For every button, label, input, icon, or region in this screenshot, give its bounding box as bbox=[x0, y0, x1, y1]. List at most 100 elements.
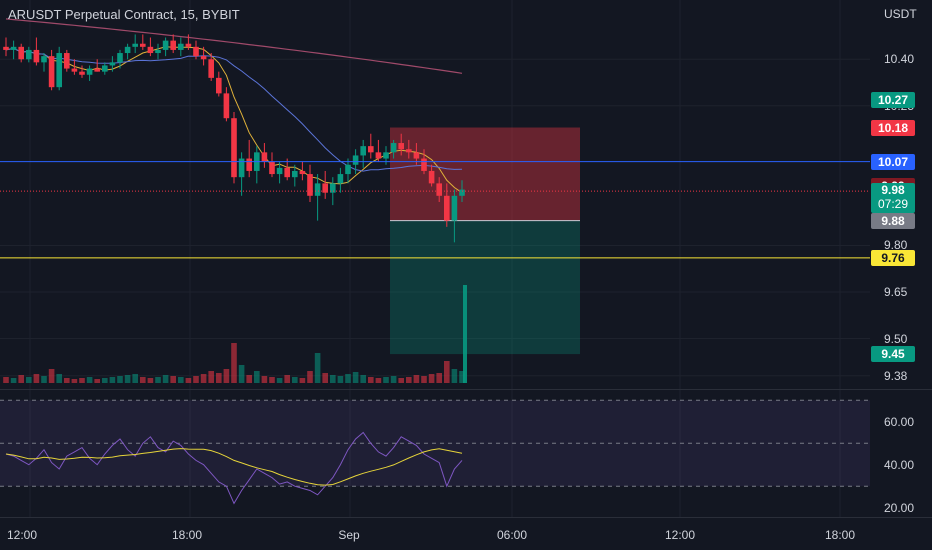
currency-label[interactable]: USDT bbox=[884, 7, 917, 21]
time-tick-label: 18:00 bbox=[824, 528, 856, 542]
volume-bar bbox=[132, 374, 138, 383]
volume-bar bbox=[162, 375, 169, 383]
candle-body bbox=[451, 195, 458, 221]
candle-body bbox=[170, 40, 176, 50]
symbol-title[interactable]: ARUSDT Perpetual Contract, 15, BYBIT bbox=[8, 7, 240, 22]
bar-countdown: 07:29 bbox=[877, 197, 909, 212]
candle-body bbox=[337, 174, 344, 184]
volume-bar bbox=[216, 373, 222, 383]
volume-bar bbox=[117, 376, 123, 383]
price-tag: 9.98 07:29 bbox=[871, 183, 915, 214]
candle-body bbox=[155, 49, 161, 54]
candle-body bbox=[33, 49, 40, 63]
volume-bar bbox=[41, 376, 47, 383]
horizontal-lines[interactable] bbox=[0, 161, 870, 259]
volume-bar bbox=[292, 377, 298, 383]
candle-body bbox=[140, 43, 146, 47]
candle-body bbox=[330, 183, 336, 193]
volume-bar bbox=[79, 378, 85, 383]
candle-body bbox=[216, 77, 222, 94]
volume-bar bbox=[459, 371, 465, 383]
volume-bar bbox=[178, 377, 184, 383]
candle-body bbox=[79, 71, 85, 75]
last-price-value: 9.98 bbox=[881, 183, 905, 198]
candle-body bbox=[459, 189, 465, 196]
volume-bar bbox=[18, 375, 24, 383]
candle-body bbox=[390, 143, 397, 153]
ma-slow bbox=[5, 47, 463, 172]
time-tick-label: 06:00 bbox=[496, 528, 528, 542]
volume-bar bbox=[3, 377, 9, 383]
volume-bar bbox=[147, 378, 154, 383]
candle-body bbox=[208, 59, 214, 78]
volume-bar bbox=[307, 371, 313, 383]
price-tick-label: 9.50 bbox=[884, 331, 908, 346]
volume-bar bbox=[276, 378, 283, 383]
volume-bar bbox=[345, 374, 351, 383]
volume-bar bbox=[330, 375, 336, 383]
volume-bar bbox=[223, 369, 230, 383]
candle-body bbox=[246, 158, 252, 171]
volume-bar bbox=[102, 378, 108, 383]
grid bbox=[0, 0, 870, 517]
candle-body bbox=[94, 68, 100, 72]
candle-body bbox=[231, 118, 237, 178]
candle-body bbox=[178, 43, 184, 50]
candle-body bbox=[71, 68, 78, 72]
candle-body bbox=[284, 167, 290, 178]
candle-body bbox=[56, 53, 62, 88]
candle-body bbox=[10, 46, 17, 50]
price-tick-label: 10.40 bbox=[884, 52, 915, 67]
volume-bar bbox=[124, 375, 131, 383]
price-tick-label: 9.80 bbox=[884, 238, 908, 253]
volume-bar bbox=[444, 361, 450, 383]
time-tick-label: 12:00 bbox=[6, 528, 38, 542]
volume-bar bbox=[261, 376, 268, 383]
time-tick-label: 18:00 bbox=[171, 528, 203, 542]
stop-loss-zone bbox=[390, 127, 580, 221]
price-tick-label: 9.65 bbox=[884, 285, 908, 299]
volume-bar bbox=[390, 376, 397, 383]
candle-body bbox=[322, 183, 328, 193]
rsi-signal-line bbox=[5, 448, 463, 486]
volume-bar bbox=[238, 365, 245, 383]
volume-bar bbox=[406, 377, 412, 383]
volume-bar bbox=[314, 353, 321, 383]
candle-body bbox=[200, 56, 207, 60]
time-tick-label: 12:00 bbox=[664, 528, 696, 542]
rsi-tick-label: 60.00 bbox=[884, 414, 915, 429]
volume-bar bbox=[33, 374, 40, 383]
ma-200 bbox=[5, 18, 463, 74]
volume-bar bbox=[170, 376, 176, 383]
price-tag: 9.45 bbox=[871, 346, 915, 363]
volume-bar bbox=[413, 375, 420, 383]
pane-separator[interactable] bbox=[0, 389, 932, 390]
candle-body bbox=[406, 149, 412, 153]
volume-bar bbox=[48, 369, 55, 383]
candle-body bbox=[314, 183, 321, 196]
short-position-tool[interactable] bbox=[390, 127, 580, 355]
candle-body bbox=[292, 170, 298, 178]
candle-body bbox=[360, 146, 366, 156]
candle-body bbox=[261, 152, 268, 162]
price-tick-label: 9.38 bbox=[884, 368, 908, 383]
volume-bar bbox=[246, 375, 252, 383]
candle-body bbox=[345, 164, 351, 175]
price-tag: 9.76 bbox=[871, 249, 915, 266]
volume-bar bbox=[94, 379, 100, 383]
candle-body bbox=[147, 46, 154, 54]
volume-bar bbox=[322, 373, 328, 383]
candle-body bbox=[223, 93, 230, 119]
volume-bar bbox=[208, 371, 214, 383]
volume-bar bbox=[56, 374, 62, 383]
rsi-pane bbox=[0, 399, 870, 505]
volume-bar bbox=[269, 377, 275, 383]
volume-bar bbox=[383, 377, 389, 383]
volume-bar bbox=[436, 373, 442, 383]
volume-bar bbox=[193, 376, 199, 383]
volume-spike bbox=[463, 285, 467, 383]
time-axis-separator bbox=[0, 517, 932, 518]
candle-body bbox=[269, 161, 275, 175]
volume-bar bbox=[185, 378, 192, 383]
